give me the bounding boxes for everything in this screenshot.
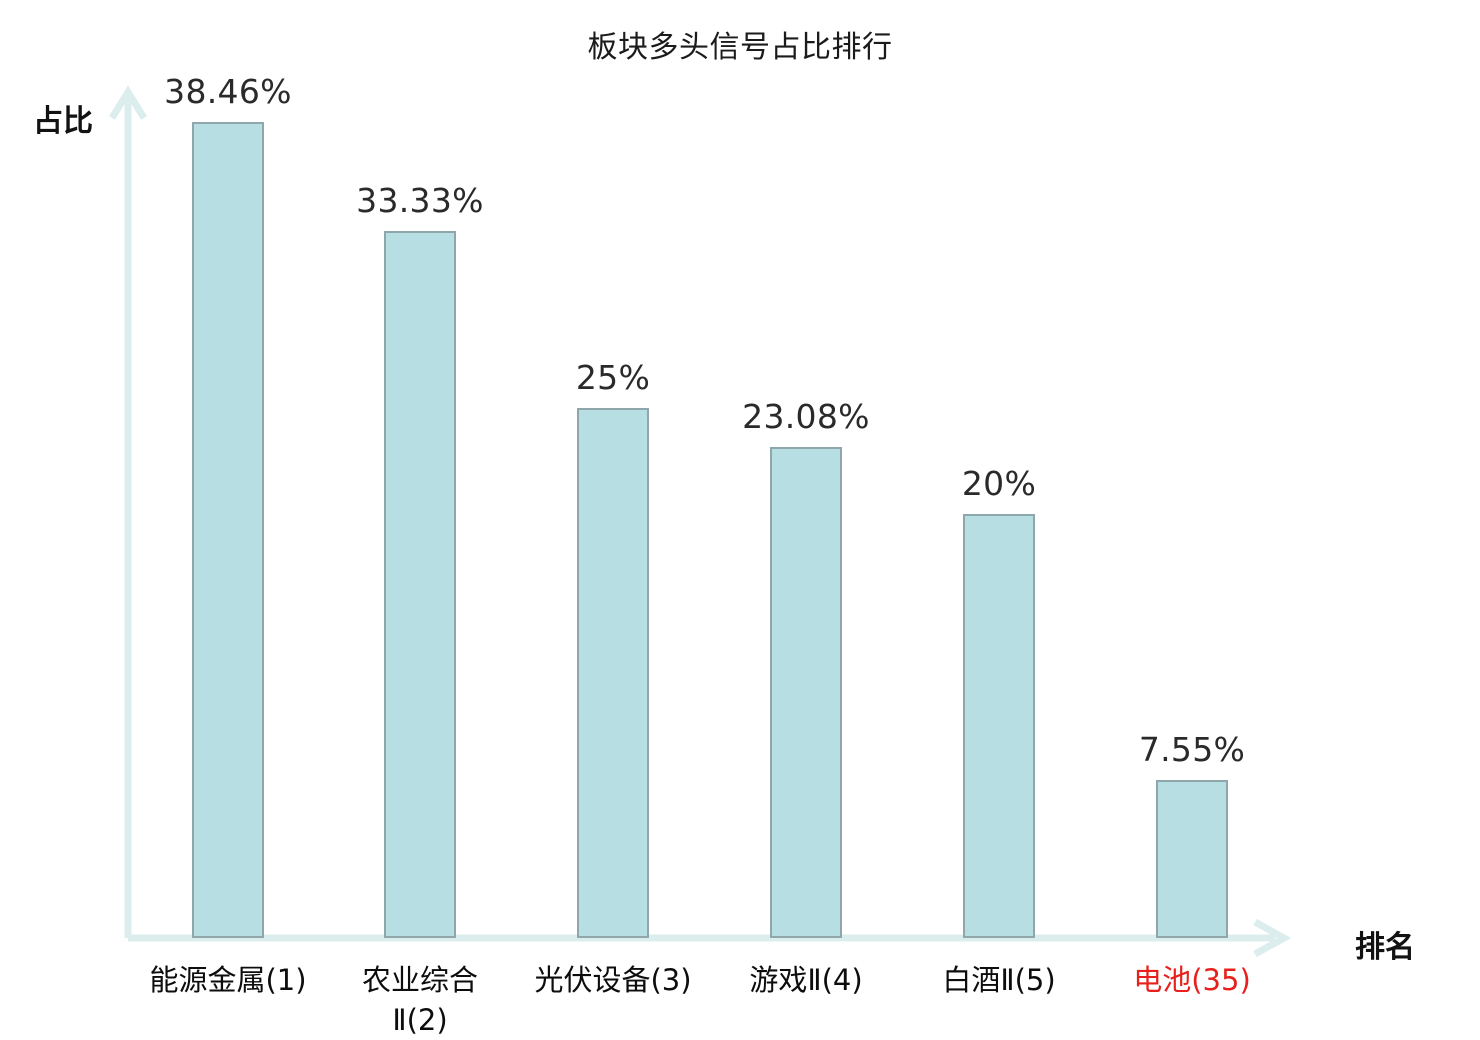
page-title: 板块多头信号占比排行 — [587, 30, 893, 65]
x-axis-label: 排名 — [1355, 930, 1415, 965]
y-axis-label: 占比 — [33, 104, 93, 139]
bar-0[interactable] — [192, 122, 264, 938]
category-label-2: 光伏设备(3) — [534, 963, 692, 997]
bar-value-label: 33.33% — [356, 181, 484, 220]
category-label-5: 电池(35) — [1133, 963, 1251, 997]
category-label-1: 农业综合 Ⅱ(2) — [361, 963, 478, 1037]
category-label-4: 白酒Ⅱ(5) — [942, 963, 1056, 997]
bar-value-label: 20% — [961, 464, 1037, 503]
bar-5[interactable] — [1156, 780, 1228, 938]
bar-value-label: 38.46% — [164, 72, 292, 111]
category-label-0: 能源金属(1) — [149, 963, 307, 997]
category-label-3: 游戏Ⅱ(4) — [749, 963, 863, 997]
bar-1[interactable] — [384, 231, 456, 938]
bar-2[interactable] — [577, 408, 649, 938]
bar-value-label: 7.55% — [1138, 730, 1246, 769]
bar-3[interactable] — [770, 447, 842, 938]
bar-value-label: 25% — [575, 358, 651, 397]
bar-4[interactable] — [963, 514, 1035, 938]
bar-value-label: 23.08% — [742, 397, 870, 436]
